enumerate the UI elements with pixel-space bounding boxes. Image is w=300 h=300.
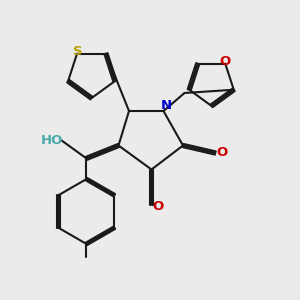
Text: HO: HO <box>41 134 63 147</box>
Text: S: S <box>73 45 82 58</box>
Text: O: O <box>220 55 231 68</box>
Text: O: O <box>152 200 164 213</box>
Text: N: N <box>161 99 172 112</box>
Text: O: O <box>216 146 228 160</box>
